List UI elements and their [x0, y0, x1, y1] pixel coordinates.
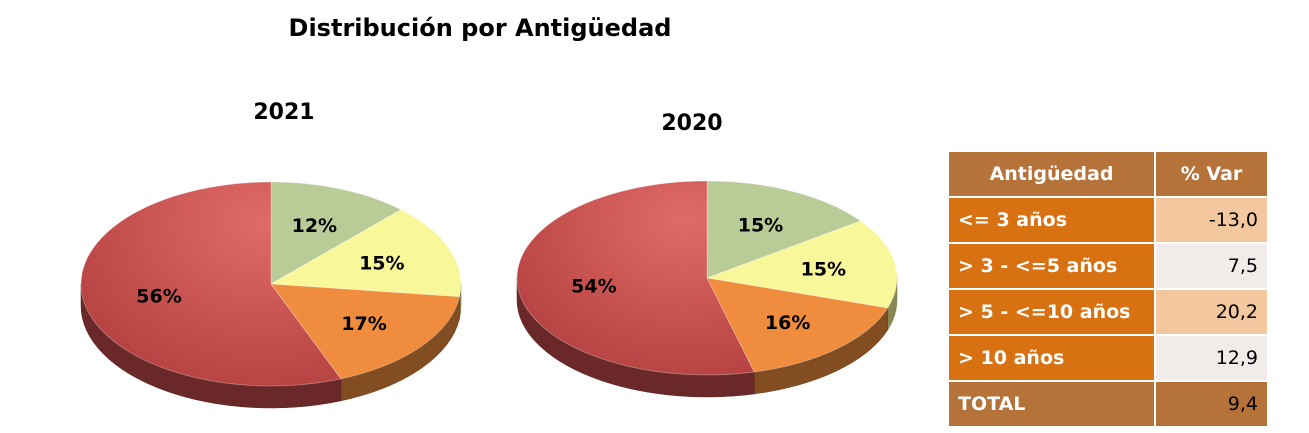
pie-slice-2: [706, 277, 889, 373]
pie-slice-1: [269, 209, 462, 298]
pie-label-1: 15%: [801, 259, 846, 281]
table-row: > 3 - <=5 años 7,5: [947, 242, 1269, 290]
row-value: 20,2: [1154, 288, 1269, 336]
pie-label-2: 17%: [341, 313, 386, 335]
pie-slice-0: [270, 181, 402, 285]
pie-label-3: 56%: [136, 285, 181, 307]
row-value: 9,4: [1154, 380, 1269, 428]
pie-slice-0: [706, 180, 862, 279]
table-row: > 10 años 12,9: [947, 334, 1269, 382]
row-value: 7,5: [1154, 242, 1269, 290]
pie-charts: 12% 15% 17% 56% 15% 15% 16% 54%: [80, 180, 898, 409]
pie-label-0: 15%: [738, 214, 783, 236]
pie-slice-3: [80, 181, 342, 387]
pie-slice-1: [705, 220, 898, 309]
pie-2020: 15% 15% 16% 54%: [516, 180, 898, 398]
table-row: > 5 - <=10 años 20,2: [947, 288, 1269, 336]
header-var: % Var: [1154, 150, 1269, 198]
table-row: <= 3 años -13,0: [947, 196, 1269, 244]
header-antiguedad: Antigüedad: [947, 150, 1156, 198]
row-label: > 10 años: [947, 334, 1156, 382]
row-label: TOTAL: [947, 380, 1156, 428]
pie-2021: 12% 15% 17% 56%: [80, 181, 462, 409]
pie-label-3: 54%: [571, 275, 616, 297]
row-value: -13,0: [1154, 196, 1269, 244]
pie-label-1: 15%: [359, 253, 404, 275]
variation-table: Antigüedad % Var <= 3 años -13,0 > 3 - <…: [947, 150, 1269, 428]
table-row-total: TOTAL 9,4: [947, 380, 1269, 428]
pie-label-2: 16%: [765, 312, 810, 334]
pie-title-2020: 2020: [661, 111, 723, 136]
pie-label-0: 12%: [292, 215, 337, 237]
row-label: > 3 - <=5 años: [947, 242, 1156, 290]
row-label: <= 3 años: [947, 196, 1156, 244]
pie-slice-2: [270, 283, 460, 380]
pie-slice-3: [516, 180, 755, 376]
pie-title-2021: 2021: [253, 100, 315, 125]
row-value: 12,9: [1154, 334, 1269, 382]
chart-title: Distribución por Antigüedad: [288, 14, 672, 42]
row-label: > 5 - <=10 años: [947, 288, 1156, 336]
